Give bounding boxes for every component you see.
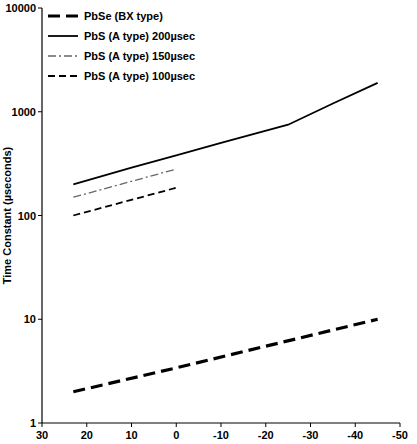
- x-tick: [131, 423, 132, 427]
- y-tick: [38, 423, 42, 424]
- x-tick-label: -30: [303, 429, 319, 441]
- legend-label: PbS (A type) 200µsec: [84, 30, 195, 42]
- legend-swatch: [48, 55, 78, 56]
- chart: 1101001000100003020100-10-20-30-40-50Tim…: [0, 0, 417, 444]
- y-tick: [38, 215, 42, 216]
- x-tick: [86, 423, 87, 427]
- series-line: [73, 188, 176, 216]
- legend-label: PbSe (BX type): [84, 10, 163, 22]
- series-line: [73, 319, 377, 392]
- x-tick: [221, 423, 222, 427]
- y-tick-label: 10: [24, 313, 36, 325]
- x-tick-label: 10: [125, 429, 137, 441]
- series-line: [73, 83, 377, 184]
- plot-lines: [73, 83, 377, 392]
- y-axis-label: Time Constant (µseconds): [1, 146, 13, 284]
- x-tick-label: -20: [258, 429, 274, 441]
- x-tick-label: -40: [347, 429, 363, 441]
- x-tick-label: 30: [36, 429, 48, 441]
- y-tick: [38, 111, 42, 112]
- x-tick: [265, 423, 266, 427]
- x-tick-label: 0: [173, 429, 179, 441]
- x-tick: [42, 423, 43, 427]
- legend-swatch: [48, 14, 78, 17]
- x-tick: [176, 423, 177, 427]
- x-tick: [355, 423, 356, 427]
- legend-label: PbS (A type) 150µsec: [84, 50, 195, 62]
- legend: PbSe (BX type) PbS (A type) 200µsec PbS (A…: [48, 10, 195, 82]
- x-tick-label: 20: [81, 429, 93, 441]
- y-tick: [38, 319, 42, 320]
- x-tick: [400, 423, 401, 427]
- y-tick: [38, 8, 42, 9]
- legend-label: PbS (A type) 100µsec: [84, 70, 195, 82]
- x-tick-label: -10: [213, 429, 229, 441]
- series-line: [73, 169, 176, 197]
- x-tick-label: -50: [392, 429, 408, 441]
- legend-swatch: [48, 75, 78, 77]
- y-tick-label: 10000: [5, 2, 36, 14]
- legend-swatch: [48, 35, 78, 37]
- x-tick: [310, 423, 311, 427]
- y-tick-label: 100: [18, 210, 36, 222]
- y-tick-label: 1000: [12, 106, 36, 118]
- y-tick-label: 1: [30, 417, 36, 429]
